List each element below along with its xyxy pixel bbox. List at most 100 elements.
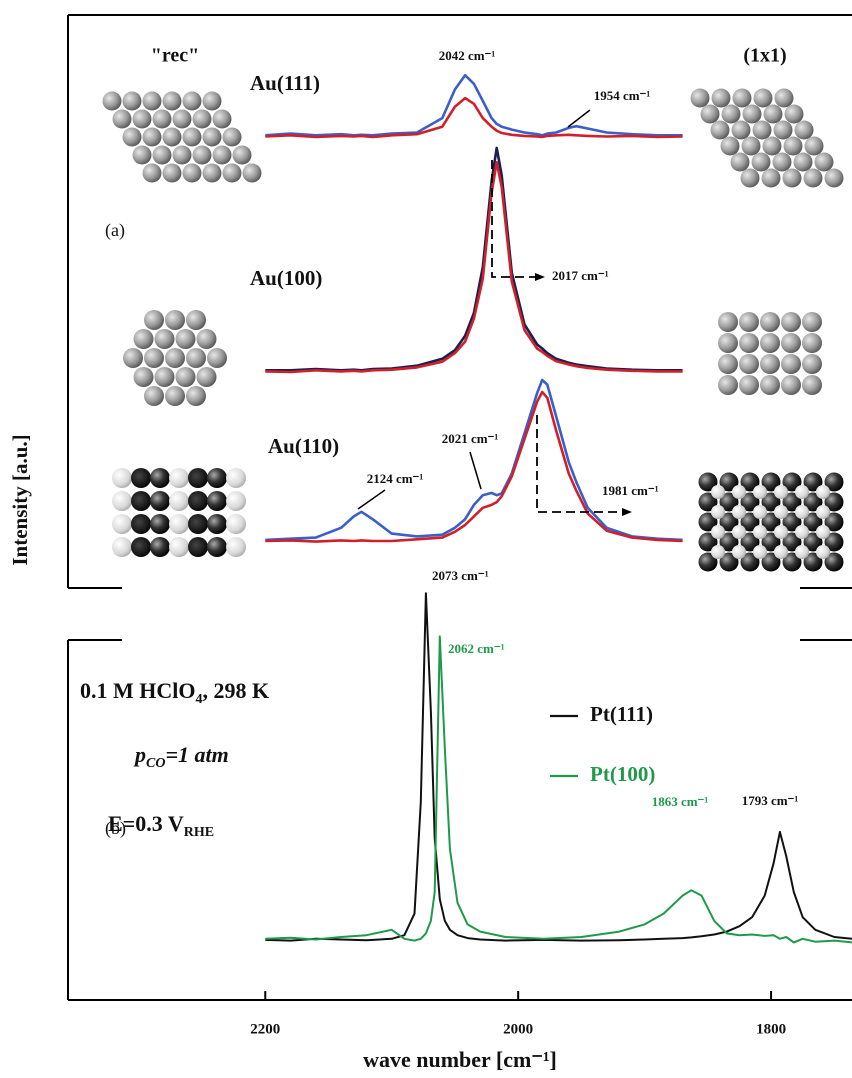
atom bbox=[188, 537, 208, 557]
atom bbox=[804, 136, 824, 156]
atom bbox=[207, 514, 227, 534]
atom bbox=[774, 545, 788, 559]
atom bbox=[782, 492, 802, 512]
atom bbox=[192, 109, 212, 129]
atom bbox=[169, 491, 189, 511]
atom bbox=[196, 367, 217, 387]
atom bbox=[740, 512, 760, 532]
atom bbox=[182, 163, 202, 183]
peak-label: 2073 cm⁻¹ bbox=[432, 568, 489, 583]
atom bbox=[782, 532, 802, 552]
atom bbox=[773, 120, 793, 140]
atom bbox=[753, 545, 767, 559]
condition-part: =1 atm bbox=[165, 742, 228, 767]
legend-label: Pt(111) bbox=[590, 702, 653, 726]
atom bbox=[824, 552, 844, 572]
atom bbox=[112, 491, 132, 511]
atom bbox=[711, 525, 725, 539]
atom bbox=[760, 354, 780, 374]
atom bbox=[122, 91, 142, 111]
atom bbox=[102, 91, 122, 111]
atom bbox=[803, 492, 823, 512]
atom bbox=[781, 375, 801, 395]
atom bbox=[123, 348, 143, 368]
atom bbox=[732, 485, 746, 499]
peak-label: 2017 cm⁻¹ bbox=[552, 268, 609, 283]
atom bbox=[188, 514, 208, 534]
atom bbox=[814, 152, 834, 172]
atom bbox=[816, 505, 830, 519]
spectrum-line bbox=[265, 96, 683, 139]
atom bbox=[202, 163, 222, 183]
leader-line bbox=[567, 109, 591, 128]
surface-models bbox=[102, 88, 844, 572]
atom bbox=[202, 91, 222, 111]
atom bbox=[222, 127, 242, 147]
atom bbox=[222, 163, 242, 183]
panel-label: (a) bbox=[105, 220, 125, 241]
x-tick-label: 2200 bbox=[250, 1021, 280, 1037]
x-tick-label: 1800 bbox=[756, 1021, 786, 1037]
atom bbox=[711, 485, 725, 499]
atom bbox=[131, 491, 151, 511]
atom bbox=[212, 109, 232, 129]
atom bbox=[739, 354, 759, 374]
atom bbox=[232, 145, 252, 165]
atom bbox=[122, 127, 142, 147]
condition-text: pCO=1 atm bbox=[133, 742, 229, 771]
subscript: RHE bbox=[184, 825, 214, 840]
atom bbox=[718, 354, 738, 374]
atom bbox=[132, 109, 152, 129]
atom bbox=[226, 468, 246, 488]
arrow-head bbox=[622, 508, 632, 516]
spectrum-line bbox=[265, 592, 852, 942]
atom bbox=[112, 468, 132, 488]
peak-label: 1793 cm⁻¹ bbox=[742, 793, 799, 808]
subscript: CO bbox=[146, 756, 165, 771]
atom bbox=[144, 348, 164, 368]
atom bbox=[212, 145, 232, 165]
atom bbox=[142, 163, 162, 183]
peak-label: 2124 cm⁻¹ bbox=[367, 471, 424, 486]
atom bbox=[761, 492, 781, 512]
atom bbox=[760, 312, 780, 332]
atom bbox=[824, 168, 844, 188]
atom bbox=[698, 532, 718, 552]
atom bbox=[172, 145, 192, 165]
atom bbox=[226, 491, 246, 511]
atom bbox=[711, 505, 725, 519]
atom bbox=[690, 88, 710, 108]
atom bbox=[740, 552, 760, 572]
atom bbox=[169, 514, 189, 534]
atom bbox=[781, 333, 801, 353]
atom bbox=[698, 492, 718, 512]
atom bbox=[753, 505, 767, 519]
y-axis-title: Intensity [a.u.] bbox=[8, 434, 32, 565]
atom bbox=[144, 310, 164, 330]
atom bbox=[188, 491, 208, 511]
atom bbox=[150, 491, 170, 511]
atom bbox=[802, 375, 822, 395]
condition-part: E=0.3 V bbox=[108, 811, 184, 836]
atom bbox=[186, 348, 206, 368]
atom bbox=[782, 472, 802, 492]
atom bbox=[763, 104, 783, 124]
atom bbox=[740, 492, 760, 512]
panel-a-axes bbox=[67, 14, 852, 589]
atom bbox=[760, 375, 780, 395]
atom bbox=[142, 127, 162, 147]
atom bbox=[761, 168, 781, 188]
atom bbox=[739, 333, 759, 353]
atom bbox=[781, 354, 801, 374]
group-label: Au(110) bbox=[268, 434, 339, 458]
atom bbox=[132, 145, 152, 165]
atom bbox=[207, 348, 227, 368]
atom bbox=[816, 525, 830, 539]
peak-label: 1954 cm⁻¹ bbox=[594, 88, 651, 103]
atom bbox=[782, 512, 802, 532]
atom bbox=[131, 468, 151, 488]
atom bbox=[711, 88, 731, 108]
atom bbox=[698, 552, 718, 572]
atom bbox=[803, 472, 823, 492]
